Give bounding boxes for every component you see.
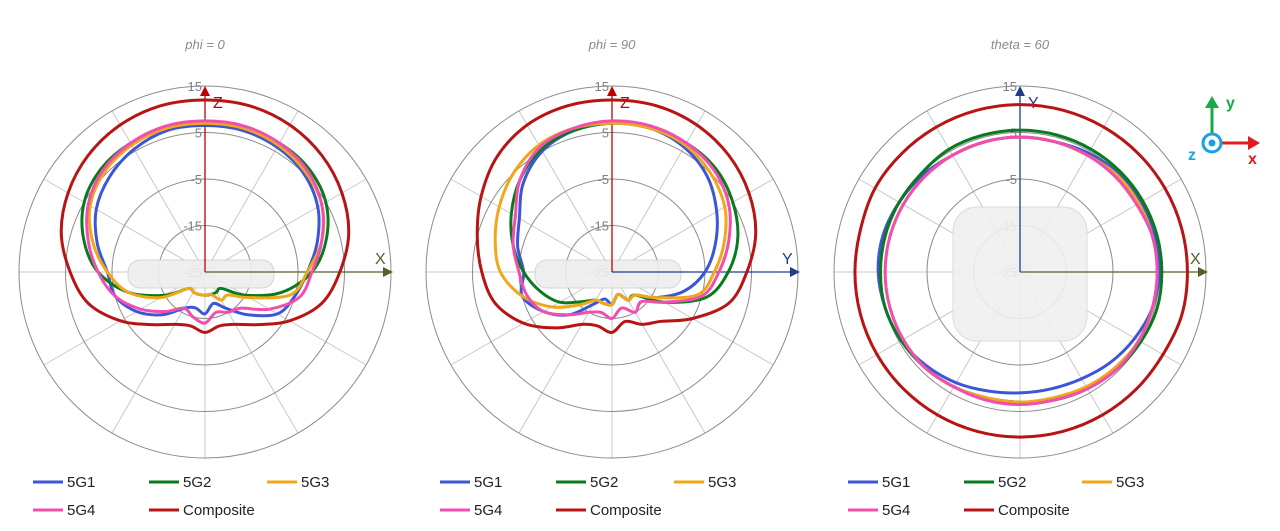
r-tick-label: -5 bbox=[1005, 172, 1017, 187]
legend-label: 5G1 bbox=[67, 474, 95, 491]
polar-chart-2: theta = 60155-5-15-25YX5G15G25G35G4Compo… bbox=[833, 37, 1208, 519]
legend-label: Composite bbox=[998, 502, 1070, 519]
polar-chart-0: phi = 0155-5-15-25ZX5G15G25G35G4Composit… bbox=[18, 37, 393, 519]
chart-title: phi = 0 bbox=[184, 37, 225, 52]
legend-label: 5G3 bbox=[1116, 474, 1144, 491]
vertical-axis-label: Z bbox=[213, 95, 223, 112]
legend-label: 5G4 bbox=[67, 502, 95, 519]
r-tick-label: 5 bbox=[195, 126, 202, 141]
chart-title: theta = 60 bbox=[991, 37, 1050, 52]
series-5g4-line bbox=[883, 135, 1159, 407]
vertical-axis-label: Y bbox=[1028, 95, 1039, 112]
r-tick-label: 15 bbox=[188, 79, 202, 94]
horizontal-axis-label: X bbox=[1190, 251, 1201, 268]
vertical-axis-arrow bbox=[607, 86, 617, 96]
legend-label: 5G1 bbox=[882, 474, 910, 491]
vertical-axis-arrow bbox=[200, 86, 210, 96]
horizontal-axis-label: X bbox=[375, 251, 386, 268]
series-composite-line bbox=[853, 103, 1189, 439]
horizontal-axis-arrow bbox=[1198, 267, 1208, 277]
device-image bbox=[534, 259, 682, 289]
chart-title: phi = 90 bbox=[588, 37, 636, 52]
r-tick-label: -5 bbox=[597, 172, 609, 187]
legend-label: 5G2 bbox=[998, 474, 1026, 491]
legend-label: Composite bbox=[590, 502, 662, 519]
horizontal-axis-arrow bbox=[383, 267, 393, 277]
r-tick-label: 15 bbox=[595, 79, 609, 94]
r-tick-label: 5 bbox=[1010, 126, 1017, 141]
legend-label: 5G4 bbox=[882, 502, 910, 519]
horizontal-axis-label: Y bbox=[782, 251, 793, 268]
device-image bbox=[127, 259, 275, 289]
legend-label: 5G1 bbox=[474, 474, 502, 491]
horizontal-axis-arrow bbox=[790, 267, 800, 277]
legend-label: Composite bbox=[183, 502, 255, 519]
legend-label: 5G3 bbox=[708, 474, 736, 491]
series-composite-line bbox=[475, 98, 758, 334]
vertical-axis-label: Z bbox=[620, 95, 630, 112]
series-5g3-line bbox=[493, 121, 728, 309]
series-5g4-line bbox=[511, 119, 732, 321]
legend-label: 5G3 bbox=[301, 474, 329, 491]
r-tick-label: 5 bbox=[602, 126, 609, 141]
legend-label: 5G4 bbox=[474, 502, 502, 519]
z-axis-label: z bbox=[1188, 147, 1196, 164]
polar-chart-1: phi = 90155-5-15-25ZY5G15G25G35G4Composi… bbox=[425, 37, 800, 519]
series-composite-line bbox=[59, 98, 351, 334]
coordinate-system-icon: y x z bbox=[1188, 95, 1260, 168]
series-5g1-line bbox=[93, 124, 321, 318]
legend-label: 5G2 bbox=[590, 474, 618, 491]
r-tick-label: -15 bbox=[183, 219, 202, 234]
x-axis-label: x bbox=[1248, 151, 1257, 168]
series-5g4-line bbox=[85, 119, 325, 325]
y-axis-label: y bbox=[1226, 95, 1235, 112]
r-tick-label: 15 bbox=[1003, 79, 1017, 94]
vertical-axis-arrow bbox=[1015, 86, 1025, 96]
legend-label: 5G2 bbox=[183, 474, 211, 491]
r-tick-label: -5 bbox=[190, 172, 202, 187]
r-tick-label: -15 bbox=[590, 219, 609, 234]
